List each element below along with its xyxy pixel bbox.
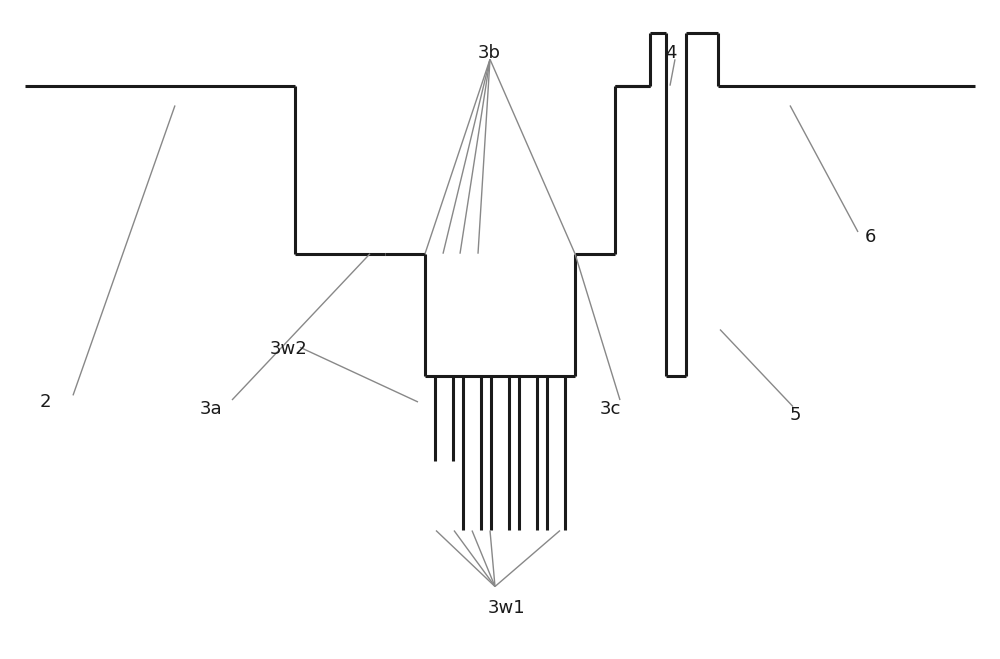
Text: 3w2: 3w2: [270, 340, 308, 358]
Text: 6: 6: [865, 228, 876, 246]
Text: 2: 2: [40, 393, 52, 411]
Text: 3w1: 3w1: [488, 598, 526, 617]
Text: 3b: 3b: [478, 43, 501, 62]
Text: 4: 4: [665, 43, 676, 62]
Text: 5: 5: [790, 406, 802, 424]
Text: 3a: 3a: [200, 399, 223, 418]
Text: 3c: 3c: [600, 399, 621, 418]
